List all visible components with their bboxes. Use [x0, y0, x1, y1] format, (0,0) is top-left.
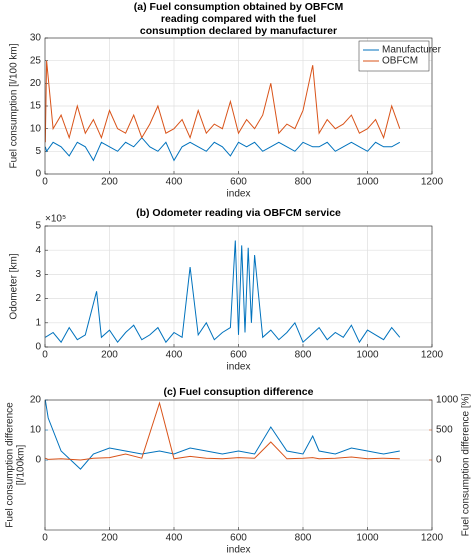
x-tick-label: 800	[295, 350, 312, 361]
y-tick-label: 5	[35, 146, 41, 157]
x-tick-label: 1000	[356, 533, 379, 544]
y2-tick-label: 0	[436, 455, 442, 466]
y2-axis-label: Fuel consumption difference [%]	[461, 393, 472, 536]
chart-title: (b) Odometer reading via OBFCM service	[136, 207, 341, 219]
y-tick-label: 0	[35, 169, 41, 180]
x-tick-label: 200	[101, 177, 118, 188]
series-line	[45, 400, 400, 470]
y-tick-label: 10	[30, 123, 42, 134]
axes-box	[44, 399, 433, 531]
x-axis-label: index	[227, 545, 251, 556]
y-tick-label: 2	[35, 293, 41, 304]
x-tick-label: 0	[42, 350, 48, 361]
x-tick-label: 400	[166, 350, 183, 361]
legend-label: OBFCM	[382, 56, 418, 67]
y2-tick-label: 1000	[436, 395, 459, 406]
x-tick-label: 600	[230, 177, 247, 188]
y-tick-label: 20	[30, 395, 42, 406]
x-tick-label: 600	[230, 533, 247, 544]
x-tick-label: 200	[101, 533, 118, 544]
x-tick-label: 400	[166, 177, 183, 188]
y-tick-label: 15	[30, 101, 42, 112]
series-line	[45, 401, 400, 461]
y-tick-label: 10	[30, 425, 42, 436]
y-tick-label: 30	[30, 33, 42, 44]
chart-title: (c) Fuel consuption difference	[164, 386, 314, 398]
y-tick-label: 3	[35, 269, 41, 280]
x-tick-label: 600	[230, 350, 247, 361]
chart-title: reading compared with the fuel	[161, 13, 316, 25]
y-axis-label: Fuel consumption [l/100 km]	[9, 43, 20, 168]
series-line	[45, 240, 401, 344]
series-line	[45, 60, 401, 143]
y-scale-label: ×10⁵	[45, 214, 66, 225]
y-tick-label: 20	[30, 78, 42, 89]
y2-tick-label: 500	[436, 425, 453, 436]
y-axis-label: [l/100km]	[16, 444, 27, 485]
y-axis-label: Odometer [km]	[9, 253, 20, 319]
y-tick-label: 4	[35, 245, 41, 256]
x-tick-label: 1200	[421, 533, 444, 544]
chart-title: consumption declared by manufacturer	[140, 25, 337, 37]
y-axis-label: Fuel consumption difference	[5, 402, 16, 528]
x-tick-label: 400	[166, 533, 183, 544]
x-tick-label: 1200	[421, 177, 444, 188]
x-tick-label: 1000	[356, 350, 379, 361]
x-tick-label: 1200	[421, 350, 444, 361]
x-tick-label: 0	[42, 177, 48, 188]
x-tick-label: 0	[42, 533, 48, 544]
x-axis-label: index	[227, 189, 251, 200]
axes-box	[44, 37, 433, 175]
y-tick-label: 0	[35, 342, 41, 353]
axes-box	[44, 225, 433, 348]
legend-label: Manufacturer	[382, 45, 442, 56]
y-tick-label: 25	[30, 55, 42, 66]
chart-title: (a) Fuel consumption obtained by OBFCM	[134, 1, 344, 13]
y-tick-label: 1	[35, 317, 41, 328]
x-tick-label: 800	[295, 533, 312, 544]
legend-box	[358, 40, 430, 72]
x-tick-label: 1000	[356, 177, 379, 188]
y-tick-label: 5	[35, 221, 41, 232]
x-tick-label: 200	[101, 350, 118, 361]
y-tick-label: 0	[35, 455, 41, 466]
x-axis-label: index	[227, 362, 251, 373]
x-tick-label: 800	[295, 177, 312, 188]
series-line	[45, 136, 401, 162]
